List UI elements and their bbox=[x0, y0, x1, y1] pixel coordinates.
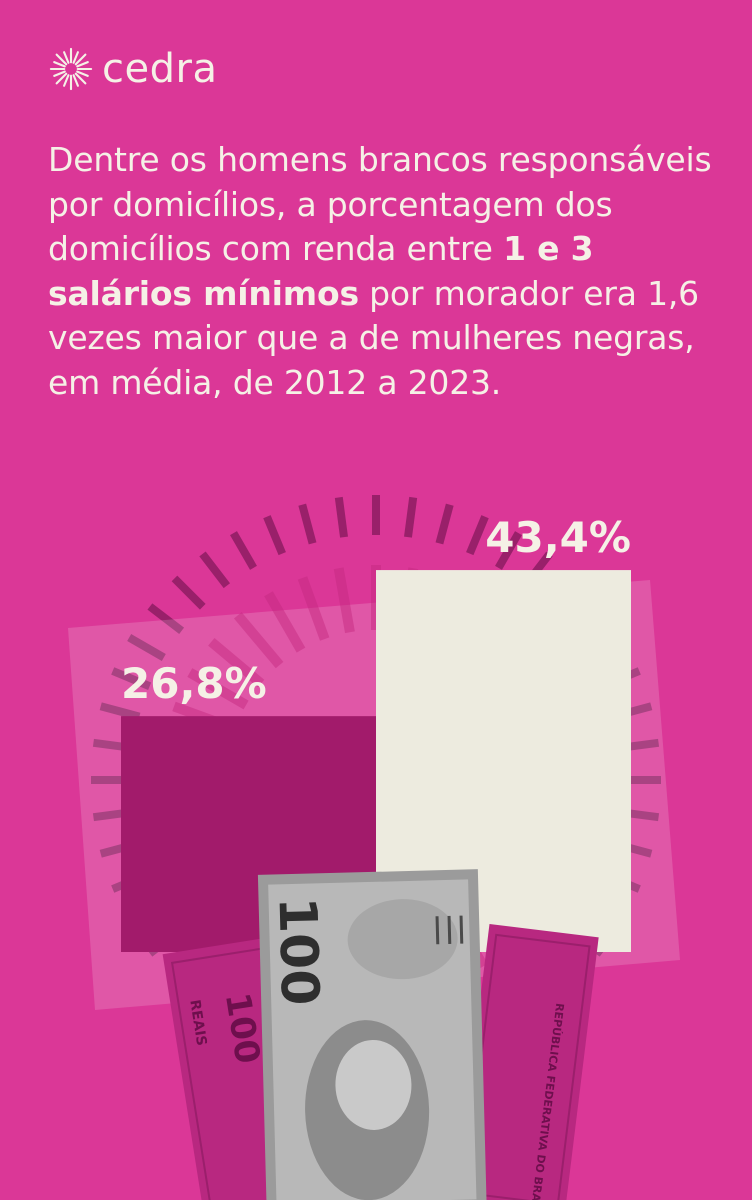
sun-icon bbox=[49, 47, 93, 91]
bar-value-label-2: 43,4% bbox=[485, 513, 631, 562]
headline: Dentre os homens brancos responsáveis po… bbox=[48, 138, 728, 405]
headline-highlight: 1 e 3 salários mínimos bbox=[48, 229, 594, 313]
brand-logo: cedra bbox=[48, 44, 217, 94]
banknotes-illustration: 100 REAIS REPÚBLICA FEDERATIVA DO BRASIL… bbox=[162, 869, 599, 1200]
banknote-center-value: 100 bbox=[267, 896, 330, 1006]
banknote-left-currency: REAIS bbox=[186, 999, 209, 1047]
brand-name: cedra bbox=[102, 46, 218, 92]
banknote-right: REPÚBLICA FEDERATIVA DO BRASIL bbox=[455, 923, 599, 1200]
headline-part-1: Dentre os homens brancos responsáveis po… bbox=[48, 140, 712, 268]
headline-part-2: por morador era 1,6 vezes maior que a de… bbox=[48, 273, 699, 402]
banknote-center: 100 bbox=[257, 869, 487, 1200]
bar-value-label-1: 26,8% bbox=[121, 659, 267, 708]
